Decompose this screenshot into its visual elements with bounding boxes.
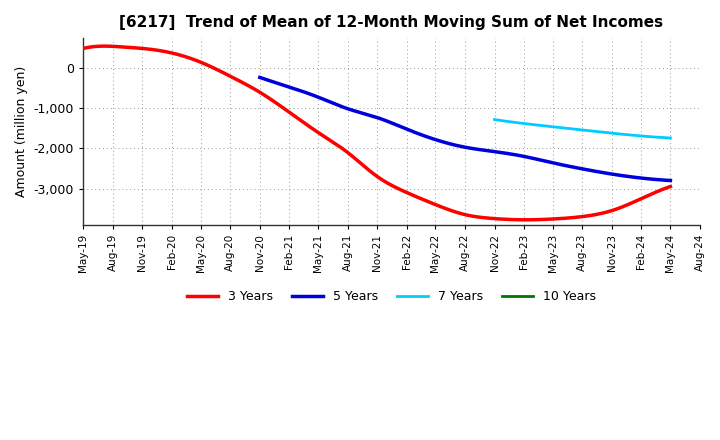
- Legend: 3 Years, 5 Years, 7 Years, 10 Years: 3 Years, 5 Years, 7 Years, 10 Years: [181, 285, 601, 308]
- Title: [6217]  Trend of Mean of 12-Month Moving Sum of Net Incomes: [6217] Trend of Mean of 12-Month Moving …: [120, 15, 664, 30]
- Y-axis label: Amount (million yen): Amount (million yen): [15, 66, 28, 197]
